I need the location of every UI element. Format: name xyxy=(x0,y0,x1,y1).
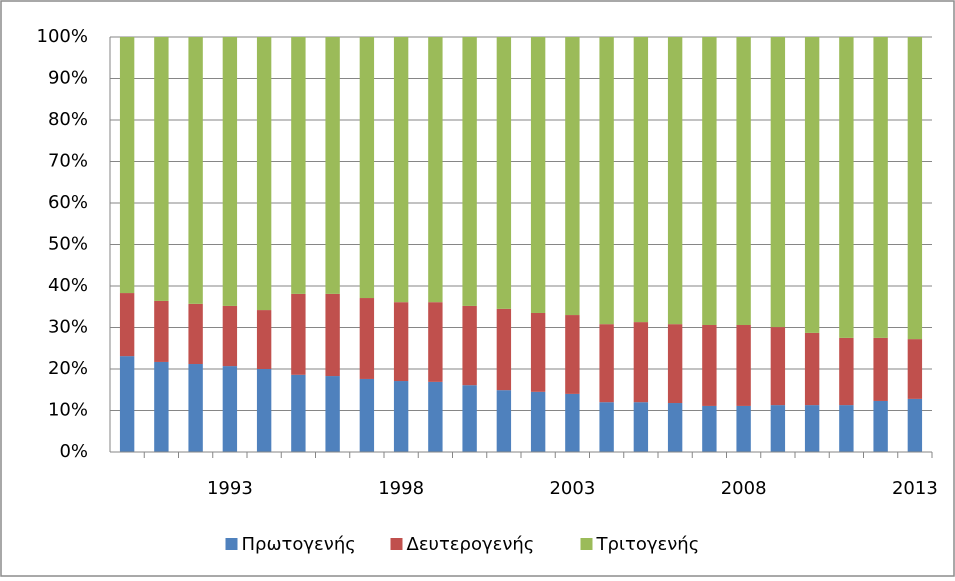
bar-segment xyxy=(188,303,203,365)
x-tick-label: 2013 xyxy=(892,478,938,499)
bar-segment xyxy=(428,381,443,452)
bar-segment xyxy=(462,305,477,386)
bar-segment xyxy=(188,364,203,452)
bar-segment xyxy=(154,361,169,452)
bar-segment xyxy=(736,405,751,452)
bar-segment xyxy=(359,378,375,452)
legend-label: Πρωτογενής xyxy=(242,534,356,555)
bar-segment xyxy=(359,37,375,299)
bar-segment xyxy=(530,312,546,392)
bar-segment xyxy=(325,37,340,294)
bar-segment xyxy=(291,37,306,294)
y-tick-label: 60% xyxy=(48,192,88,213)
bar-segment xyxy=(770,327,786,406)
bar-segment xyxy=(804,332,820,406)
bar-segment xyxy=(599,37,614,325)
bar-segment xyxy=(702,37,717,326)
bar-segment xyxy=(462,385,477,452)
bar-segment xyxy=(839,337,854,406)
y-tick-label: 10% xyxy=(48,400,88,421)
bar-segment xyxy=(325,376,340,452)
bar-segment xyxy=(565,37,580,316)
bar-segment xyxy=(702,325,717,406)
bar-segment xyxy=(188,37,203,304)
legend-swatch xyxy=(225,538,238,550)
bar-segment xyxy=(736,37,751,326)
y-tick-label: 90% xyxy=(48,68,88,89)
bar-segment xyxy=(222,305,238,367)
y-tick-label: 20% xyxy=(48,358,88,379)
bar-segment xyxy=(291,293,306,375)
bar-segment xyxy=(291,374,306,452)
x-tick-label: 1993 xyxy=(207,478,253,499)
bar-segment xyxy=(599,402,614,452)
legend-swatch xyxy=(580,538,593,550)
bar-segment xyxy=(633,37,649,323)
bar-segment xyxy=(222,37,238,306)
bar-segment xyxy=(667,403,683,452)
bar-segment xyxy=(393,302,409,382)
bar-segment xyxy=(222,366,238,452)
bar-segment xyxy=(530,37,546,313)
bar-segment xyxy=(804,37,820,333)
x-tick-label: 1998 xyxy=(378,478,424,499)
bar-segment xyxy=(907,339,923,399)
bar-segment xyxy=(633,402,649,452)
bar-segment xyxy=(702,405,717,452)
bar-segment xyxy=(873,400,888,452)
bar-segment xyxy=(804,405,820,452)
bar-segment xyxy=(393,381,409,452)
bar-segment xyxy=(873,37,888,338)
bar-segment xyxy=(359,298,375,379)
bar-segment xyxy=(599,324,614,403)
bar-segment xyxy=(393,37,409,303)
y-tick-label: 30% xyxy=(48,317,88,338)
bar-segment xyxy=(428,37,443,303)
bar-segment xyxy=(667,37,683,325)
bar-segment xyxy=(256,310,272,369)
bar-segment xyxy=(119,356,135,452)
y-tick-label: 0% xyxy=(59,441,88,462)
bar-segment xyxy=(770,37,786,328)
x-tick-label: 2008 xyxy=(721,478,767,499)
bar-segment xyxy=(462,37,477,306)
legend-swatch xyxy=(390,538,403,550)
bar-segment xyxy=(530,391,546,452)
bar-segment xyxy=(496,37,512,309)
bar-segment xyxy=(256,369,272,452)
bar-segment xyxy=(667,324,683,404)
bar-segment xyxy=(565,393,580,452)
y-tick-label: 80% xyxy=(48,109,88,130)
bar-segment xyxy=(839,405,854,452)
bar-segment xyxy=(496,390,512,452)
bar-segment xyxy=(325,293,340,377)
y-tick-label: 40% xyxy=(48,275,88,296)
bar-segment xyxy=(839,37,854,338)
y-tick-label: 100% xyxy=(37,26,88,47)
bar-segment xyxy=(119,37,135,294)
bar-segment xyxy=(256,37,272,311)
bar-segment xyxy=(496,308,512,391)
bar-segment xyxy=(119,293,135,357)
bar-segment xyxy=(565,315,580,394)
bar-segment xyxy=(873,337,888,401)
bar-segment xyxy=(154,300,169,362)
legend-label: Δευτερογενής xyxy=(407,534,535,555)
legend-label: Τριτογενής xyxy=(596,534,700,555)
y-tick-label: 50% xyxy=(48,234,88,255)
bar-segment xyxy=(907,37,923,340)
bar-segment xyxy=(907,398,923,452)
bar-segment xyxy=(154,37,169,301)
x-tick-label: 2003 xyxy=(549,478,595,499)
bar-segment xyxy=(428,302,443,382)
bar-segment xyxy=(633,322,649,403)
y-tick-label: 70% xyxy=(48,151,88,172)
bar-segment xyxy=(736,325,751,406)
bar-segment xyxy=(770,405,786,452)
